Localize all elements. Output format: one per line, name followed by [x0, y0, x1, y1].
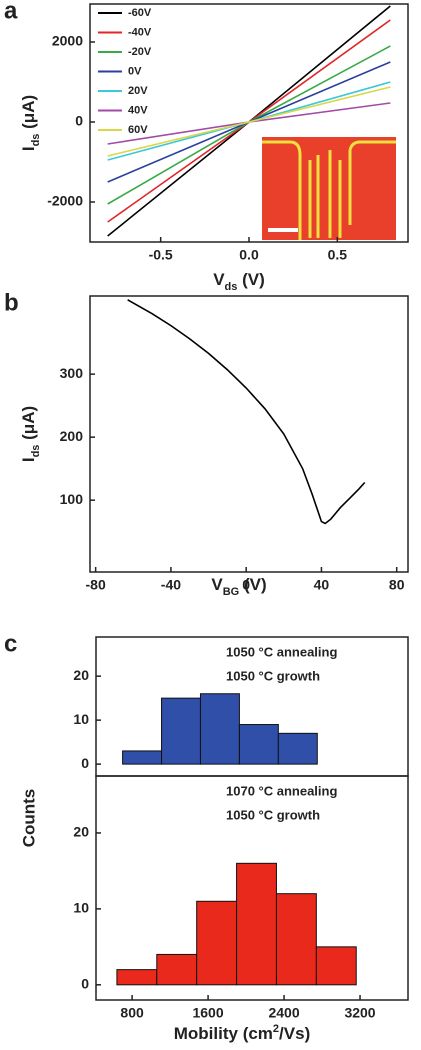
panel-label: b	[4, 289, 19, 316]
y-tick-label: 100	[60, 491, 84, 507]
y-tick-label: 10	[73, 711, 89, 727]
x-axis-label: VBG (V)	[211, 575, 266, 597]
y-axis-label: Ids (μA)	[19, 95, 41, 151]
label-part: ds	[30, 445, 42, 458]
histogram-bar	[315, 946, 357, 986]
electrodes	[262, 140, 396, 240]
label-part: /Vs)	[279, 1024, 310, 1043]
x-tick-label: 0.5	[328, 247, 348, 263]
inset-image	[262, 137, 396, 240]
label-part: (V)	[239, 575, 266, 594]
label-part: ds	[30, 134, 42, 147]
label-part: ds	[225, 281, 238, 293]
histogram-bar	[161, 697, 201, 765]
label-part: Mobility (cm	[174, 1024, 273, 1043]
x-tick-label: -0.5	[149, 247, 173, 263]
y-tick-label: 20	[73, 824, 89, 840]
legend-label: -20V	[128, 46, 152, 58]
y-tick-label: 0	[75, 113, 83, 129]
histogram-bar	[116, 969, 158, 986]
x-tick-label: 800	[120, 1005, 144, 1021]
data-line	[127, 299, 366, 525]
data-line	[107, 86, 391, 157]
x-tick-label: -40	[161, 577, 181, 593]
annotation: 1070 °C annealing	[226, 783, 337, 798]
legend-label: 20V	[128, 85, 148, 97]
y-tick-label: -2000	[47, 193, 83, 209]
x-tick-label: 80	[389, 577, 405, 593]
y-axis-label: Ids (μA)	[19, 406, 41, 462]
y-tick-label: 0	[81, 976, 89, 992]
annotation: 1050 °C annealing	[226, 644, 337, 659]
legend-label: 60V	[128, 124, 148, 136]
label-part: (μA)	[19, 406, 38, 445]
plot-frame	[95, 775, 409, 1001]
scale-bar	[268, 228, 298, 232]
x-axis-label: Vds (V)	[213, 270, 265, 292]
label-part: BG	[223, 586, 240, 598]
legend-label: 40V	[128, 104, 148, 116]
panel-label: a	[4, 0, 18, 24]
y-tick-label: 2000	[52, 33, 83, 49]
label-part: V	[213, 270, 225, 289]
histogram-bar	[275, 893, 317, 986]
annotation: 1050 °C growth	[226, 807, 320, 822]
histogram-bar	[156, 953, 198, 986]
y-tick-label: 200	[60, 428, 84, 444]
y-axis-label: Counts	[19, 789, 38, 848]
label-part: I	[19, 146, 38, 151]
x-tick-label: 1600	[192, 1005, 223, 1021]
legend-label: -40V	[128, 26, 152, 38]
x-tick-label: 0	[242, 577, 250, 593]
label-part: (μA)	[19, 95, 38, 134]
histogram-bar	[277, 732, 318, 765]
histogram-bar	[238, 724, 279, 765]
y-tick-label: 10	[73, 900, 89, 916]
plot-frame	[89, 295, 409, 573]
legend-label: -60V	[128, 7, 152, 19]
panel-label: c	[4, 630, 17, 657]
x-tick-label: 0.0	[239, 247, 259, 263]
y-tick-label: 20	[73, 667, 89, 683]
histogram-bar	[196, 900, 238, 986]
x-tick-label: -80	[86, 577, 106, 593]
label-part: 2	[273, 1023, 279, 1035]
histogram-bar	[122, 750, 163, 765]
legend-label: 0V	[128, 65, 142, 77]
histogram-bar	[199, 693, 240, 765]
x-tick-label: 2400	[268, 1005, 299, 1021]
label-part: I	[19, 457, 38, 462]
label-part: (V)	[237, 270, 264, 289]
x-axis-label: Mobility (cm2/Vs)	[174, 1023, 310, 1044]
label-part: V	[211, 575, 223, 594]
x-tick-label: 3200	[344, 1005, 375, 1021]
y-tick-label: 300	[60, 365, 84, 381]
annotation: 1050 °C growth	[226, 668, 320, 683]
histogram-bar	[236, 862, 277, 986]
x-tick-label: 40	[314, 577, 330, 593]
y-tick-label: 0	[81, 755, 89, 771]
